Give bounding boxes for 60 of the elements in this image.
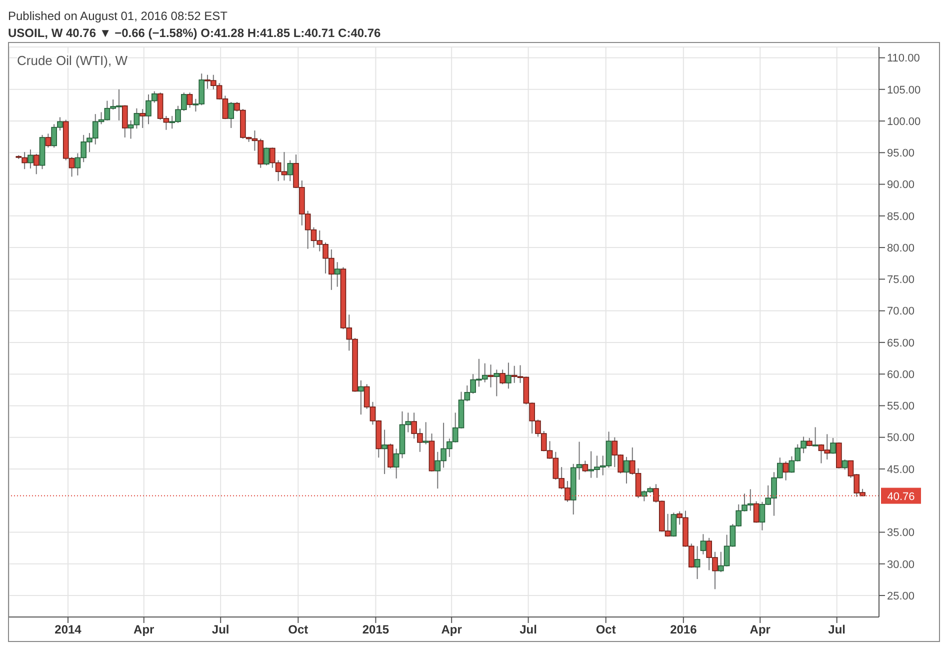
candlestick <box>28 148 34 169</box>
candlestick <box>624 456 630 484</box>
y-tick-label: 85.00 <box>887 210 915 223</box>
candlestick <box>334 262 340 288</box>
candlestick <box>422 422 429 445</box>
candlestick <box>122 104 128 138</box>
x-tick-label: Jul <box>212 622 230 637</box>
x-tick-label: Jul <box>828 622 846 637</box>
candlestick <box>388 443 394 469</box>
y-tick-label: 35.00 <box>887 527 915 540</box>
candlestick <box>140 108 146 128</box>
candlestick <box>500 369 506 385</box>
candlestick <box>186 92 193 108</box>
y-tick-label: 50.00 <box>887 432 915 444</box>
x-tick-label: 2014 <box>54 622 82 637</box>
y-tick-label: 65.00 <box>887 337 915 350</box>
candlestick <box>670 512 677 538</box>
y-tick-label: 70.00 <box>887 306 915 318</box>
y-tick-label: 25.00 <box>887 590 915 602</box>
y-tick-label: 100.00 <box>887 116 921 128</box>
y-tick-label: 75.00 <box>887 274 915 286</box>
candlestick <box>782 460 789 481</box>
candlestick <box>45 133 52 148</box>
candlestick <box>700 534 706 555</box>
candlestick <box>494 369 500 397</box>
candlestick <box>287 160 294 182</box>
candlestick <box>753 500 760 524</box>
candlestick <box>488 364 494 388</box>
text: Published on August 01, 2016 08:52 EST <box>8 8 228 24</box>
candlestick <box>228 102 234 128</box>
candlestick <box>812 426 818 447</box>
y-tick-label: 80.00 <box>887 242 915 254</box>
candlestick <box>830 437 836 454</box>
candlestick <box>382 429 388 475</box>
candlestick <box>264 147 270 166</box>
y-tick-label: 60.00 <box>887 368 915 381</box>
x-tick-label: Jul <box>520 622 537 637</box>
y-tick-label: 30.00 <box>887 558 915 571</box>
x-tick-label: Oct <box>288 622 308 637</box>
candlestick <box>582 460 588 473</box>
candlestick <box>33 153 40 175</box>
ref-line-label: 40.76 <box>887 490 915 503</box>
candlestick <box>842 458 848 470</box>
y-tick-label: 45.00 <box>887 464 915 476</box>
y-tick-label: 95.00 <box>887 148 915 160</box>
y-tick-label: 90.00 <box>887 179 915 192</box>
y-tick-label: 105.00 <box>887 84 921 96</box>
text: Crude Oil (WTI), W <box>17 53 128 68</box>
x-tick-label: Apr <box>750 622 771 637</box>
candlestick <box>694 546 700 580</box>
x-tick-label: Apr <box>441 622 462 637</box>
y-tick-label: 110.00 <box>887 52 920 65</box>
candlestick <box>506 362 512 390</box>
x-tick-label: Oct <box>596 622 616 637</box>
chart-subtitle: USOIL, W 40.76 ▼ −0.66 (−1.58%) O:41.28 H:41.85 L:40.71 C:40.76 <box>8 25 382 42</box>
x-tick-label: Apr <box>134 622 155 637</box>
x-tick-label: 2016 <box>670 622 698 637</box>
candlestick <box>358 380 364 416</box>
y-tick-label: 55.00 <box>887 400 915 413</box>
x-tick-label: 2015 <box>362 622 390 637</box>
